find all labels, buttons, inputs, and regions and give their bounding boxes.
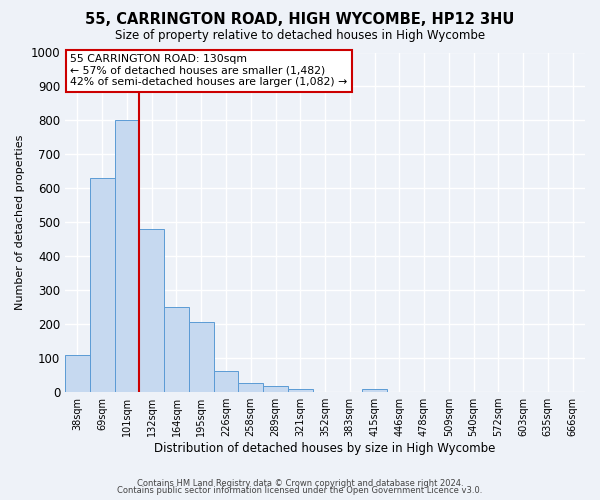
Text: Size of property relative to detached houses in High Wycombe: Size of property relative to detached ho… [115, 29, 485, 42]
Bar [115, 120, 139, 392]
X-axis label: Distribution of detached houses by size in High Wycombe: Distribution of detached houses by size … [154, 442, 496, 455]
Bar [139, 229, 164, 392]
Bar [65, 354, 90, 392]
Bar [362, 388, 387, 392]
Text: 55 CARRINGTON ROAD: 130sqm
← 57% of detached houses are smaller (1,482)
42% of s: 55 CARRINGTON ROAD: 130sqm ← 57% of deta… [70, 54, 347, 88]
Bar [263, 386, 288, 392]
Text: Contains HM Land Registry data © Crown copyright and database right 2024.: Contains HM Land Registry data © Crown c… [137, 478, 463, 488]
Y-axis label: Number of detached properties: Number of detached properties [15, 134, 25, 310]
Text: Contains public sector information licensed under the Open Government Licence v3: Contains public sector information licen… [118, 486, 482, 495]
Bar [90, 178, 115, 392]
Bar [189, 322, 214, 392]
Bar [288, 388, 313, 392]
Bar [164, 307, 189, 392]
Bar [214, 370, 238, 392]
Text: 55, CARRINGTON ROAD, HIGH WYCOMBE, HP12 3HU: 55, CARRINGTON ROAD, HIGH WYCOMBE, HP12 … [85, 12, 515, 28]
Bar [238, 382, 263, 392]
